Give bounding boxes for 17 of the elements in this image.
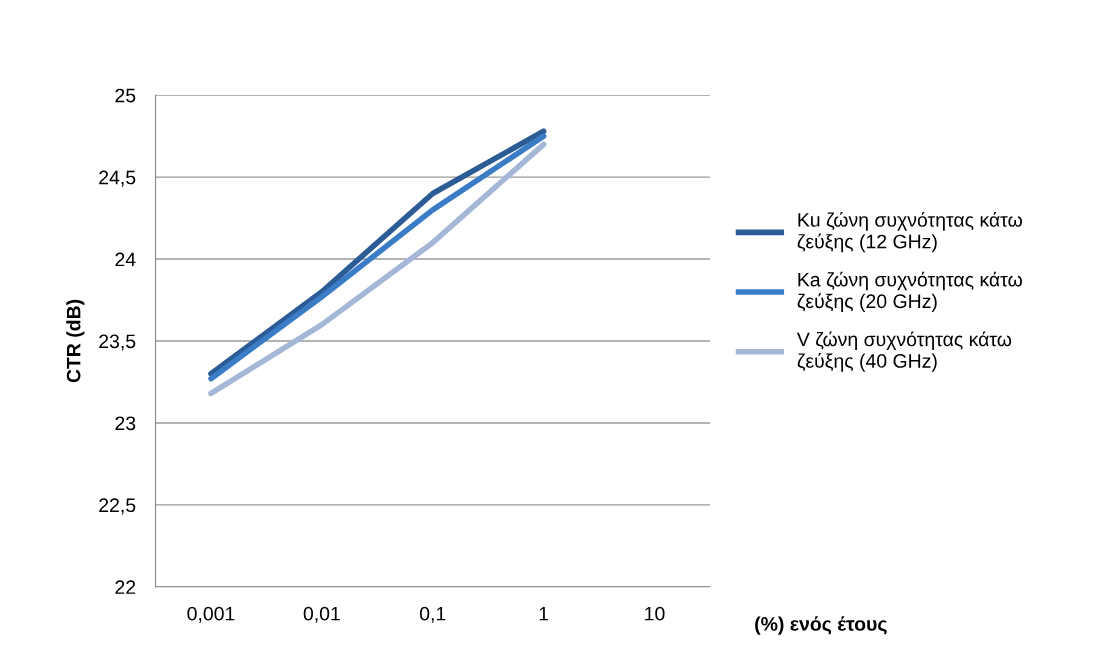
y-tick-label: 23,5 (99, 334, 136, 351)
y-tick-label: 25 (115, 88, 136, 103)
y-tick-label: 23 (115, 416, 136, 431)
y-tick-label: 24 (115, 252, 136, 267)
legend-label: Ka ζώνη συχνότητας κάτω ζεύξης (20 GHz) (797, 271, 1022, 312)
y-axis-title: CTR (dB) (66, 299, 85, 383)
legend-label: Ku ζώνη συχνότητας κάτω ζεύξης (12 GHz) (797, 211, 1022, 253)
legend-label: V ζώνη συχνότητας κάτω ζεύξης (40 GHz) (796, 331, 1012, 372)
x-tick-label: 10 (645, 606, 665, 621)
x-tick-label: 1 (539, 606, 549, 621)
x-tick-label: 0,001 (187, 606, 235, 623)
y-tick-label: 24,5 (99, 170, 136, 187)
y-tick-label: 22,5 (99, 498, 136, 515)
y-tick-label: 22 (115, 580, 136, 594)
x-tick-label: 0,1 (419, 606, 446, 623)
x-axis-title: (%) ενός έτους (755, 616, 887, 635)
x-tick-label: 0,01 (303, 606, 340, 623)
